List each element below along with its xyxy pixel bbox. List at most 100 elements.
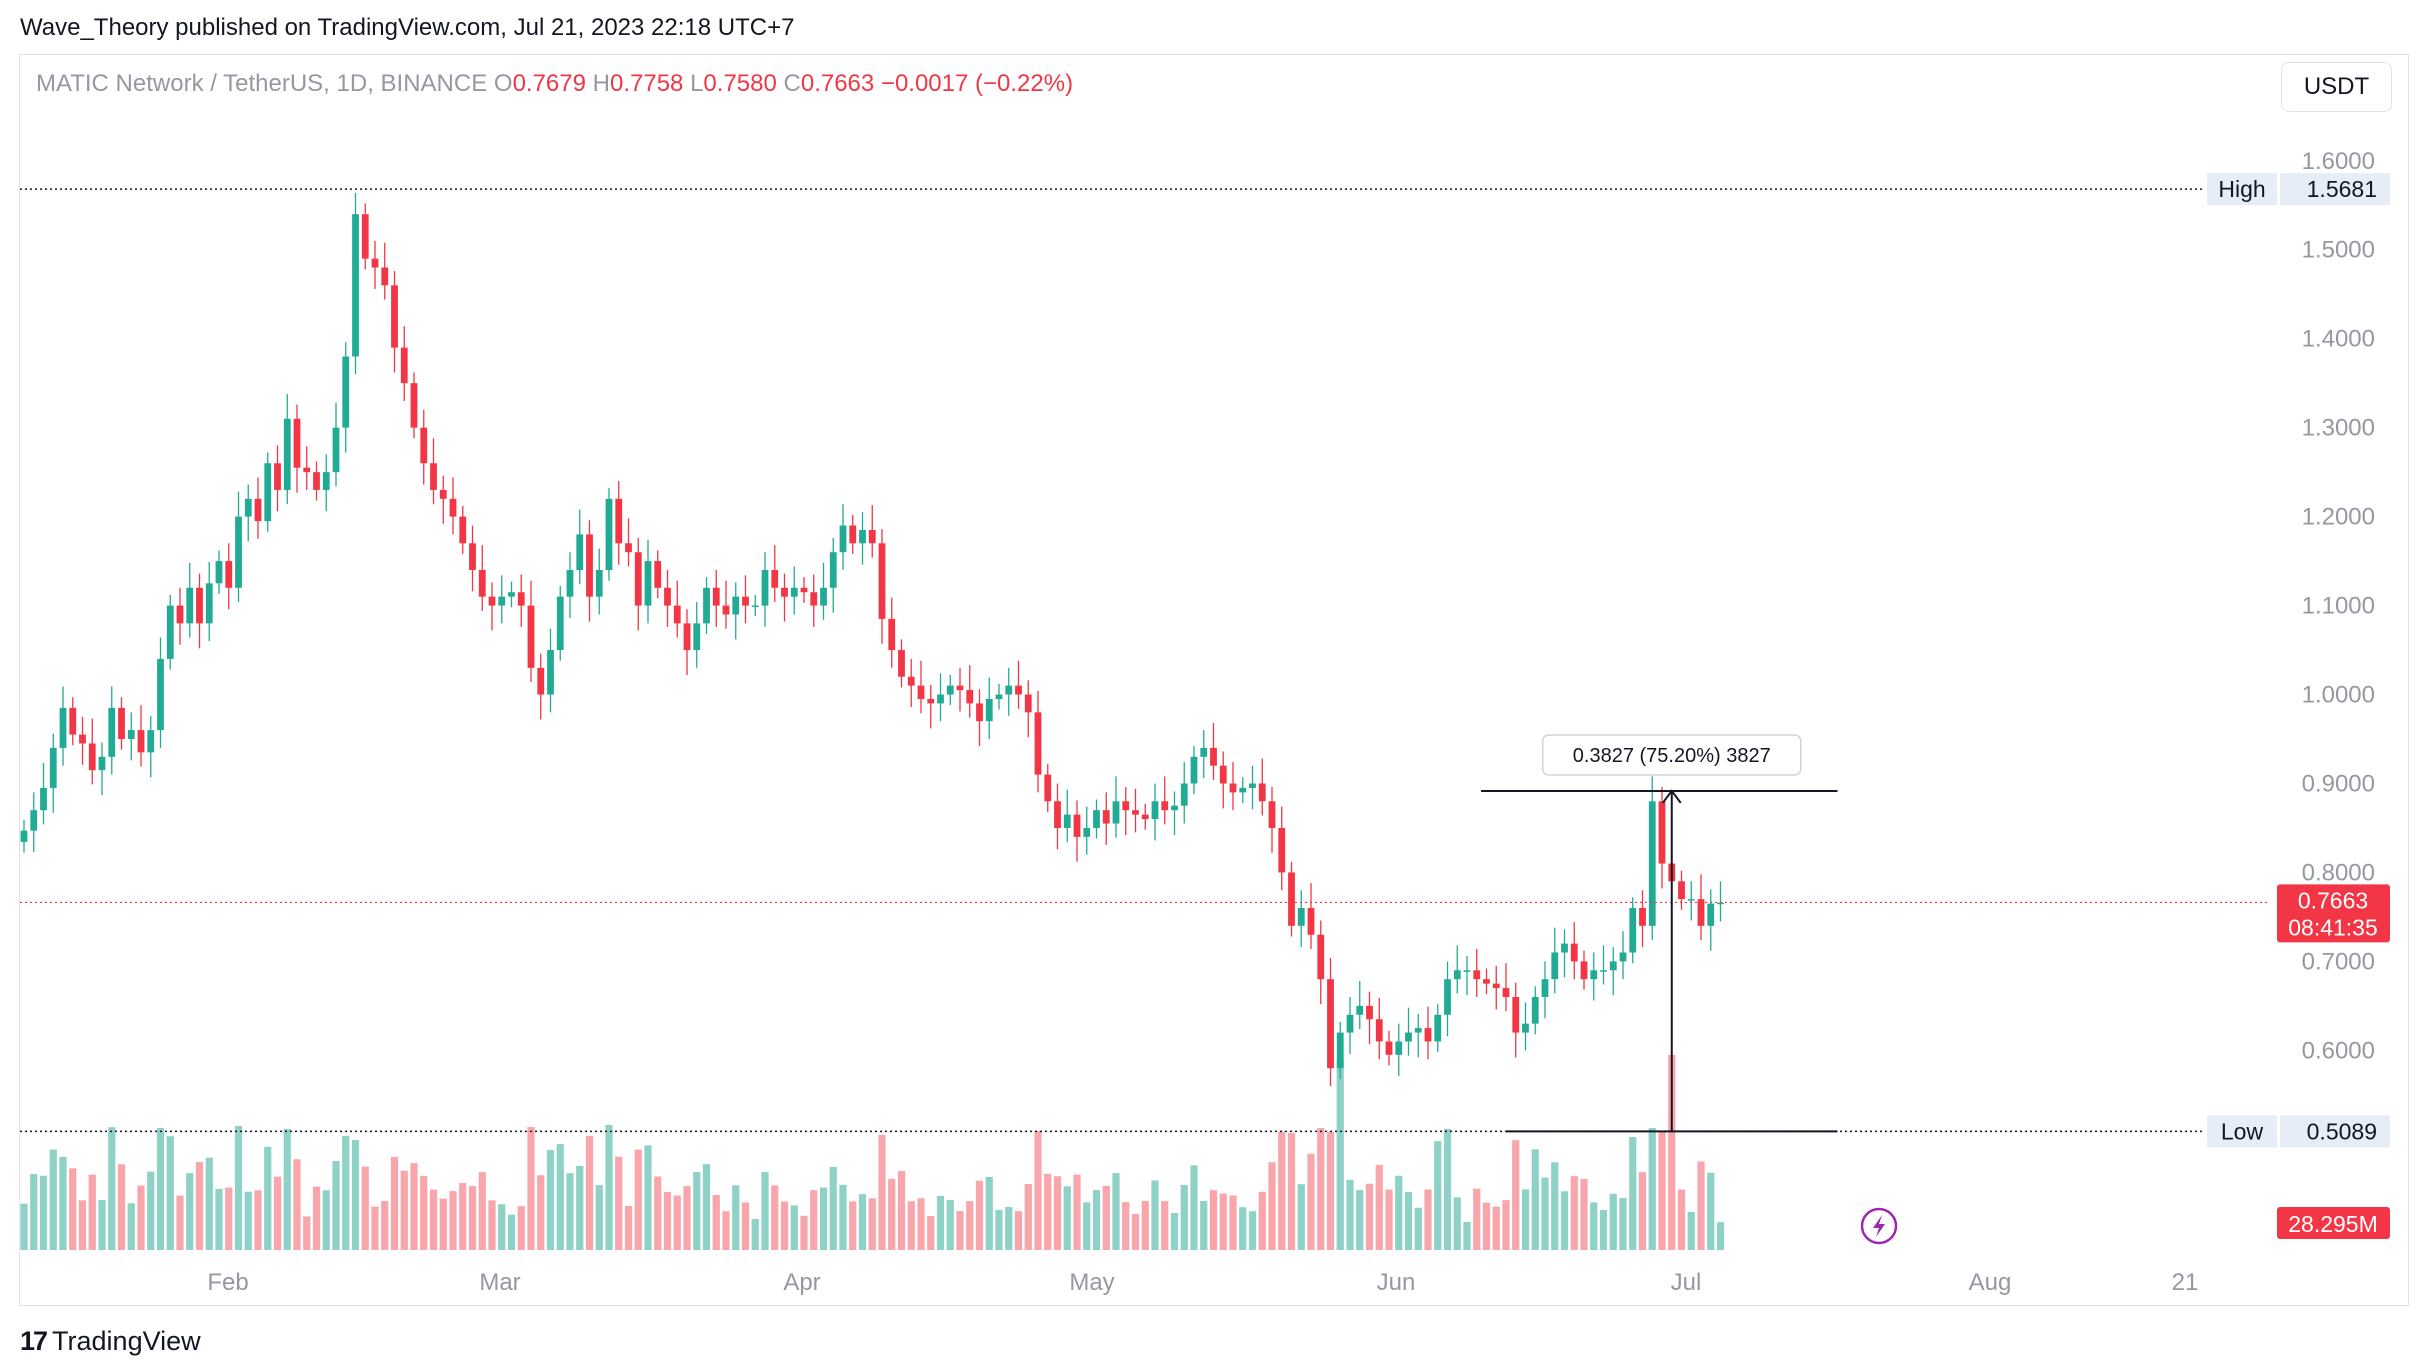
x-tick-label: Feb <box>207 1269 248 1296</box>
candle-body <box>1678 881 1685 900</box>
volume-bar <box>303 1216 311 1250</box>
volume-bar <box>732 1185 740 1250</box>
open-label: O <box>493 70 513 97</box>
candle-body <box>1648 801 1656 926</box>
y-tick-label: 1.1000 <box>2302 593 2375 620</box>
overlay-layer: 0.3827 (75.20%) 3827 <box>20 188 2270 1133</box>
volume-bar <box>1170 1212 1179 1250</box>
volume-bar <box>176 1195 184 1250</box>
candle-body <box>1327 979 1334 1069</box>
volume-bar <box>741 1202 750 1250</box>
candle-body <box>147 730 155 753</box>
volume-bar <box>1336 1060 1344 1250</box>
candle-body <box>1034 712 1042 775</box>
candle-body <box>244 498 252 517</box>
candle-body <box>517 592 525 606</box>
volume-bar <box>634 1149 642 1250</box>
volume-bar <box>1453 1197 1461 1250</box>
volume-bar <box>1024 1184 1032 1250</box>
candle-body <box>1297 908 1305 926</box>
volume-bar <box>127 1203 135 1250</box>
volume-bar <box>1668 1055 1676 1250</box>
volume-bar <box>693 1172 701 1250</box>
candle-body <box>810 592 818 606</box>
volume-bar <box>1512 1140 1520 1250</box>
candle-body <box>937 694 944 704</box>
volume-bar <box>595 1185 603 1250</box>
candle-body <box>469 543 476 570</box>
candle-body <box>1044 774 1052 802</box>
volume-bar <box>1317 1128 1325 1250</box>
volume-bar <box>1229 1195 1237 1250</box>
volume-bar <box>1014 1211 1023 1250</box>
volume-bar <box>1326 1132 1335 1250</box>
volume-bar <box>946 1200 954 1250</box>
volume-bar <box>1677 1189 1686 1250</box>
y-tick-label: 0.6000 <box>2302 1037 2375 1064</box>
candle-body <box>878 543 886 619</box>
volume-bar <box>712 1195 720 1250</box>
volume-bar <box>1219 1193 1227 1250</box>
low-value-badge <box>2280 1115 2390 1148</box>
candle-body <box>508 592 515 597</box>
candle-body <box>1453 970 1461 980</box>
high-badge-value: 1.5681 <box>2307 176 2377 202</box>
candle-body <box>352 214 359 357</box>
candle-body <box>781 587 788 597</box>
volume-bar <box>20 1203 28 1250</box>
candle-body <box>566 569 574 597</box>
candle-body <box>1278 827 1286 873</box>
lightning-glyph <box>1873 1215 1885 1237</box>
volume-bar <box>49 1149 57 1250</box>
candle-body <box>693 623 701 651</box>
y-tick-label: 1.4000 <box>2302 326 2375 353</box>
low-value: 0.7580 <box>703 70 777 97</box>
candle-body <box>625 543 632 553</box>
candle-body <box>332 427 340 473</box>
tradingview-brand[interactable]: 17 TradingView <box>20 1326 201 1357</box>
volume-bar <box>234 1126 243 1250</box>
volume-bar <box>195 1162 204 1250</box>
candle-body <box>205 583 213 624</box>
volume-bar <box>936 1195 945 1250</box>
volume-bar <box>429 1189 438 1250</box>
candle-body <box>176 605 184 624</box>
symbol-legend: MATIC Network / TetherUS, 1D, BINANCE O 0… <box>36 70 1073 98</box>
volume-bar <box>1161 1201 1169 1250</box>
volume-bar <box>615 1156 623 1250</box>
candle-body <box>1434 1014 1442 1042</box>
volume-bar <box>810 1190 818 1250</box>
candle-body <box>127 730 135 740</box>
low-badge <box>2207 1115 2277 1148</box>
candle-body <box>927 698 935 704</box>
volume-bar <box>576 1165 584 1250</box>
last-price-countdown: 08:41:35 <box>2288 914 2378 940</box>
y-tick-label: 1.3000 <box>2302 415 2375 442</box>
volume-bar <box>537 1175 545 1250</box>
volume-bar <box>790 1205 798 1250</box>
volume-bar <box>1716 1222 1725 1250</box>
currency-button[interactable]: USDT <box>2281 62 2392 112</box>
volume-bar <box>1443 1129 1452 1250</box>
symbol-title[interactable]: MATIC Network / TetherUS, 1D, BINANCE <box>36 70 488 97</box>
candle-body <box>88 743 96 771</box>
volume-bar <box>1638 1172 1647 1250</box>
volume-bar <box>897 1171 906 1250</box>
volume-bar <box>1102 1185 1110 1250</box>
volume-bar <box>566 1173 574 1250</box>
candle-body <box>829 552 837 588</box>
candle-body <box>1473 970 1481 980</box>
candle-body <box>1317 934 1325 980</box>
volume-bar <box>1034 1131 1042 1250</box>
volume-bar <box>1395 1175 1403 1250</box>
candle-body <box>1356 1005 1364 1015</box>
volume-bar <box>1297 1184 1305 1250</box>
x-tick-label: Apr <box>783 1269 820 1296</box>
volume-bar <box>683 1186 691 1250</box>
candle-body <box>1590 970 1598 980</box>
candle-body <box>946 685 954 695</box>
candle-body <box>615 498 623 544</box>
candle-body <box>654 561 662 588</box>
candle-body <box>1619 952 1627 962</box>
